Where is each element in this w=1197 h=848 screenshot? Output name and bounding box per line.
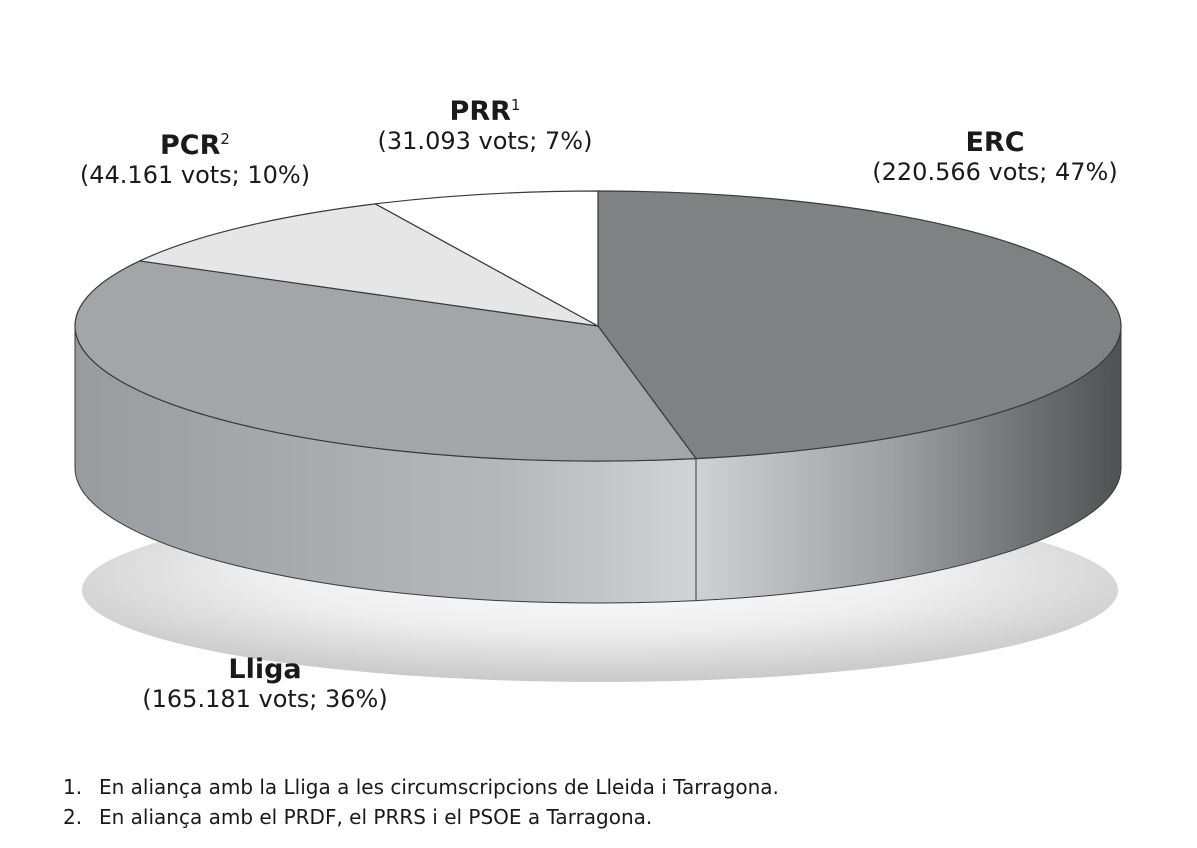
footnote-number: 2. [63,805,83,829]
footnote-text: En aliança amb el PRDF, el PRRS i el PSO… [99,805,653,829]
slice-name: PRR [449,96,511,127]
slice-label-erc: ERC (220.566 vots; 47%) [866,127,1124,187]
slice-detail: (165.181 vots; 36%) [142,685,388,713]
slice-detail: (31.093 vots; 7%) [377,127,593,155]
slice-label-prr: PRR1 (31.093 vots; 7%) [368,96,602,156]
pie-slice-prr [374,190,599,327]
pie-slice-erc [597,190,1122,460]
slice-name: Lliga [228,654,302,685]
pie-slice-pcr [139,203,599,327]
footnote-marker: 2 [220,130,230,148]
pie-slice-lliga [74,260,697,462]
footnote-marker: 1 [510,96,521,114]
footnotes: 1. En aliança amb la Lliga a les circumsc… [63,772,779,832]
footnote-text: En aliança amb la Lliga a les circumscri… [99,775,779,799]
footnote-1: 1. En aliança amb la Lliga a les circumsc… [63,772,779,802]
slice-label-lliga: Lliga (165.181 vots; 36%) [134,654,396,714]
slice-name: ERC [965,127,1025,158]
slice-name: PCR [160,130,221,161]
slice-detail: (44.161 vots; 10%) [79,161,311,189]
slice-label-pcr: PCR2 (44.161 vots; 10%) [70,130,320,190]
slice-detail: (220.566 vots; 47%) [872,158,1118,186]
footnote-number: 1. [63,775,83,799]
footnote-2: 2. En aliança amb el PRDF, el PRRS i el P… [63,802,779,832]
